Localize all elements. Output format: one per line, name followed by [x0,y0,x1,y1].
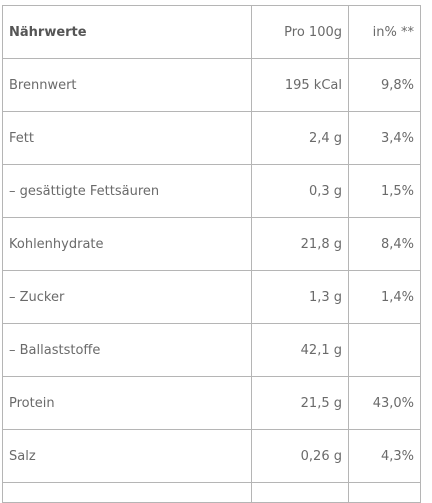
header-per-100g: Pro 100g [251,5,349,59]
row-value: 2,4 g [251,111,349,165]
row-label: – gesättigte Fettsäuren [2,164,252,218]
row-percent: 4,3% [348,429,421,483]
table-row-partial [2,482,421,503]
row-label: Brennwert [2,58,252,112]
row-percent: 1,5% [348,164,421,218]
row-value: 0,3 g [251,164,349,218]
row-label: Kohlenhydrate [2,217,252,271]
row-value: 0,26 g [251,429,349,483]
row-label: – Ballaststoffe [2,323,252,377]
row-value: 195 kCal [251,58,349,112]
row-value: 21,5 g [251,376,349,430]
row-percent [348,323,421,377]
row-label: Salz [2,429,252,483]
table-row: – Zucker 1,3 g 1,4% [2,270,421,324]
row-percent: 43,0% [348,376,421,430]
row-label: Protein [2,376,252,430]
row-value: 1,3 g [251,270,349,324]
table-row: Fett 2,4 g 3,4% [2,111,421,165]
row-label: – Zucker [2,270,252,324]
row-percent: 1,4% [348,270,421,324]
nutrition-table: Nährwerte Pro 100g in% ** Brennwert 195 … [2,5,421,503]
header-nutrients: Nährwerte [2,5,252,59]
table-header-row: Nährwerte Pro 100g in% ** [2,5,421,59]
table-row: – gesättigte Fettsäuren 0,3 g 1,5% [2,164,421,218]
header-percent: in% ** [348,5,421,59]
row-value: 21,8 g [251,217,349,271]
table-row: Kohlenhydrate 21,8 g 8,4% [2,217,421,271]
row-percent: 3,4% [348,111,421,165]
table-row: Salz 0,26 g 4,3% [2,429,421,483]
row-label: Fett [2,111,252,165]
row-percent: 8,4% [348,217,421,271]
row-percent: 9,8% [348,58,421,112]
table-row: – Ballaststoffe 42,1 g [2,323,421,377]
table-row: Protein 21,5 g 43,0% [2,376,421,430]
table-row: Brennwert 195 kCal 9,8% [2,58,421,112]
row-value: 42,1 g [251,323,349,377]
